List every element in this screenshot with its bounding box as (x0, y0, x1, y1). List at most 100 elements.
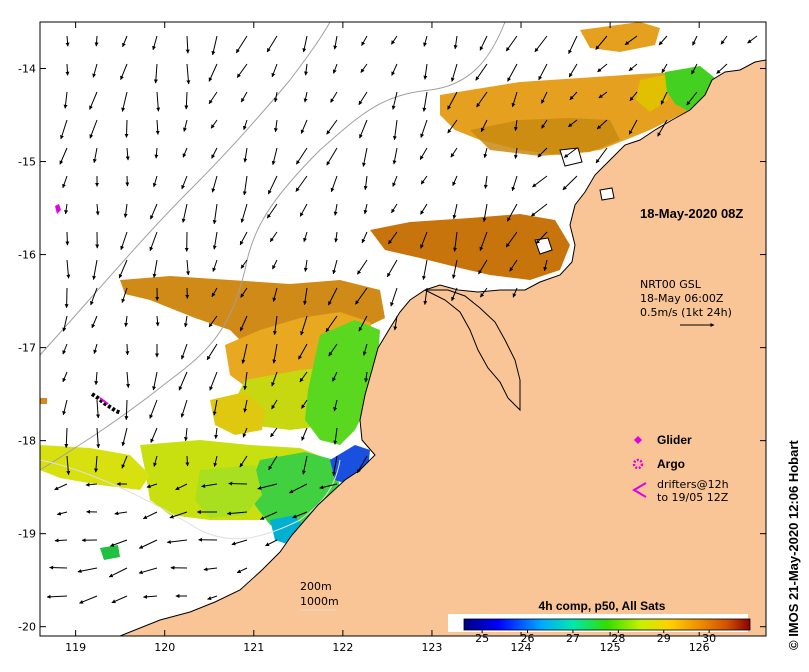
current-vector-arrow (125, 343, 130, 356)
current-vector-arrow (64, 203, 69, 215)
current-vector-arrow (660, 91, 668, 105)
current-vector-arrow (292, 511, 308, 519)
current-vector-arrow (330, 91, 338, 103)
current-vector-arrow (121, 287, 128, 303)
current-vector-arrow (359, 119, 368, 139)
current-vector-arrow (450, 147, 458, 158)
current-vector-arrow (332, 455, 338, 477)
current-vector-arrow (272, 343, 278, 364)
current-vector-arrow (243, 371, 248, 391)
current-vector-arrow (271, 399, 278, 410)
current-vector-arrow (212, 203, 218, 225)
current-vector-arrow (562, 175, 578, 191)
current-vector-arrow (319, 483, 338, 490)
current-vector-arrow (299, 203, 308, 217)
lat-tick-label: -14 (18, 63, 36, 76)
current-vector-arrow (423, 35, 428, 47)
bathymetry-contours (39, 21, 506, 540)
current-vector-arrow (211, 35, 218, 56)
current-vector-arrow (333, 35, 338, 50)
current-vector-arrow (206, 343, 218, 361)
current-vector-arrow (447, 119, 458, 134)
current-vector-arrow (363, 175, 368, 191)
current-vector-arrow (181, 175, 188, 190)
current-vector-arrow (333, 399, 338, 412)
current-vector-arrow (240, 287, 248, 298)
land-island-c (599, 187, 615, 201)
current-vector-arrow (108, 567, 128, 578)
current-vector-arrow (326, 119, 338, 135)
current-vector-arrow (392, 119, 398, 141)
current-vector-arrow (505, 231, 518, 248)
current-vector-arrow (124, 315, 129, 327)
current-vector-arrow (62, 315, 68, 332)
current-vector-arrow (507, 63, 518, 82)
current-vector-arrow (243, 399, 248, 413)
lon-tick-label: 120 (154, 641, 175, 654)
current-vector-arrow (62, 175, 68, 189)
current-vector-arrow (270, 427, 278, 438)
current-vector-arrow (60, 119, 68, 140)
lat-tick-label: -18 (18, 435, 36, 448)
current-vector-arrow (747, 35, 758, 44)
colorbar-title: 4h comp, p50, All Sats (539, 599, 666, 613)
current-vector-arrow (391, 63, 398, 76)
lon-tick-label: 121 (243, 641, 264, 654)
isobath-extra (39, 459, 341, 540)
current-vector-arrow (149, 399, 158, 419)
current-vector-arrow (597, 63, 608, 73)
current-vector-arrow (121, 427, 128, 447)
current-vector-arrow (268, 455, 278, 471)
current-vector-arrow (419, 147, 428, 160)
current-vector-arrow (94, 455, 99, 473)
sst-patch-south-lime (195, 465, 262, 518)
colorbar-tick-label: 28 (611, 632, 625, 645)
current-vector-arrow (150, 203, 158, 220)
current-vector-arrow (54, 538, 68, 543)
current-vector-arrow (260, 511, 278, 520)
current-vector-arrow (362, 147, 368, 167)
current-vector-arrow (596, 119, 608, 130)
current-vector-arrow (208, 63, 218, 82)
current-vector-arrow (211, 147, 218, 159)
current-vector-arrow (239, 231, 248, 246)
current-vector-arrow (154, 147, 159, 159)
current-vector-arrow (301, 427, 308, 441)
current-vector-arrow (391, 91, 398, 110)
current-vector-arrow (94, 35, 99, 47)
current-vector-arrow (720, 35, 728, 45)
current-vector-arrow (334, 231, 339, 243)
glider-legend-label: Glider (657, 433, 692, 447)
current-vector-arrow (152, 175, 158, 188)
current-vector-arrow (183, 315, 188, 328)
argo-legend-icon (632, 458, 644, 470)
sst-patch-north-yellow (636, 75, 668, 112)
current-vector-arrow (390, 35, 398, 45)
current-vector-arrow (513, 119, 518, 132)
current-vector-arrow (243, 147, 248, 163)
current-vector-arrow (242, 427, 248, 438)
current-vector-arrow (295, 147, 308, 165)
current-vector-arrow (332, 371, 338, 382)
current-vector-arrow (152, 371, 158, 391)
current-vector-arrow (303, 91, 308, 103)
current-vector-arrow (212, 259, 218, 272)
current-vector-arrow (391, 203, 398, 214)
current-vector-arrow (266, 35, 278, 53)
current-vector-arrow (94, 371, 99, 386)
current-vector-arrow (203, 567, 218, 572)
current-vector-arrow (480, 119, 488, 133)
current-vector-arrow (661, 63, 668, 74)
current-vector-arrow (207, 595, 218, 600)
current-vector-arrow (511, 91, 518, 108)
map-frame (39, 21, 767, 637)
current-vector-arrow (271, 63, 278, 78)
current-vector-arrow (541, 119, 548, 129)
current-vector-arrow (386, 259, 398, 278)
current-vector-arrow (124, 399, 129, 421)
land-peninsula (424, 289, 521, 412)
current-vector-arrow (153, 455, 158, 467)
current-vector-arrow (568, 119, 578, 128)
current-vector-arrow (138, 539, 158, 549)
current-vector-arrow (96, 427, 101, 449)
